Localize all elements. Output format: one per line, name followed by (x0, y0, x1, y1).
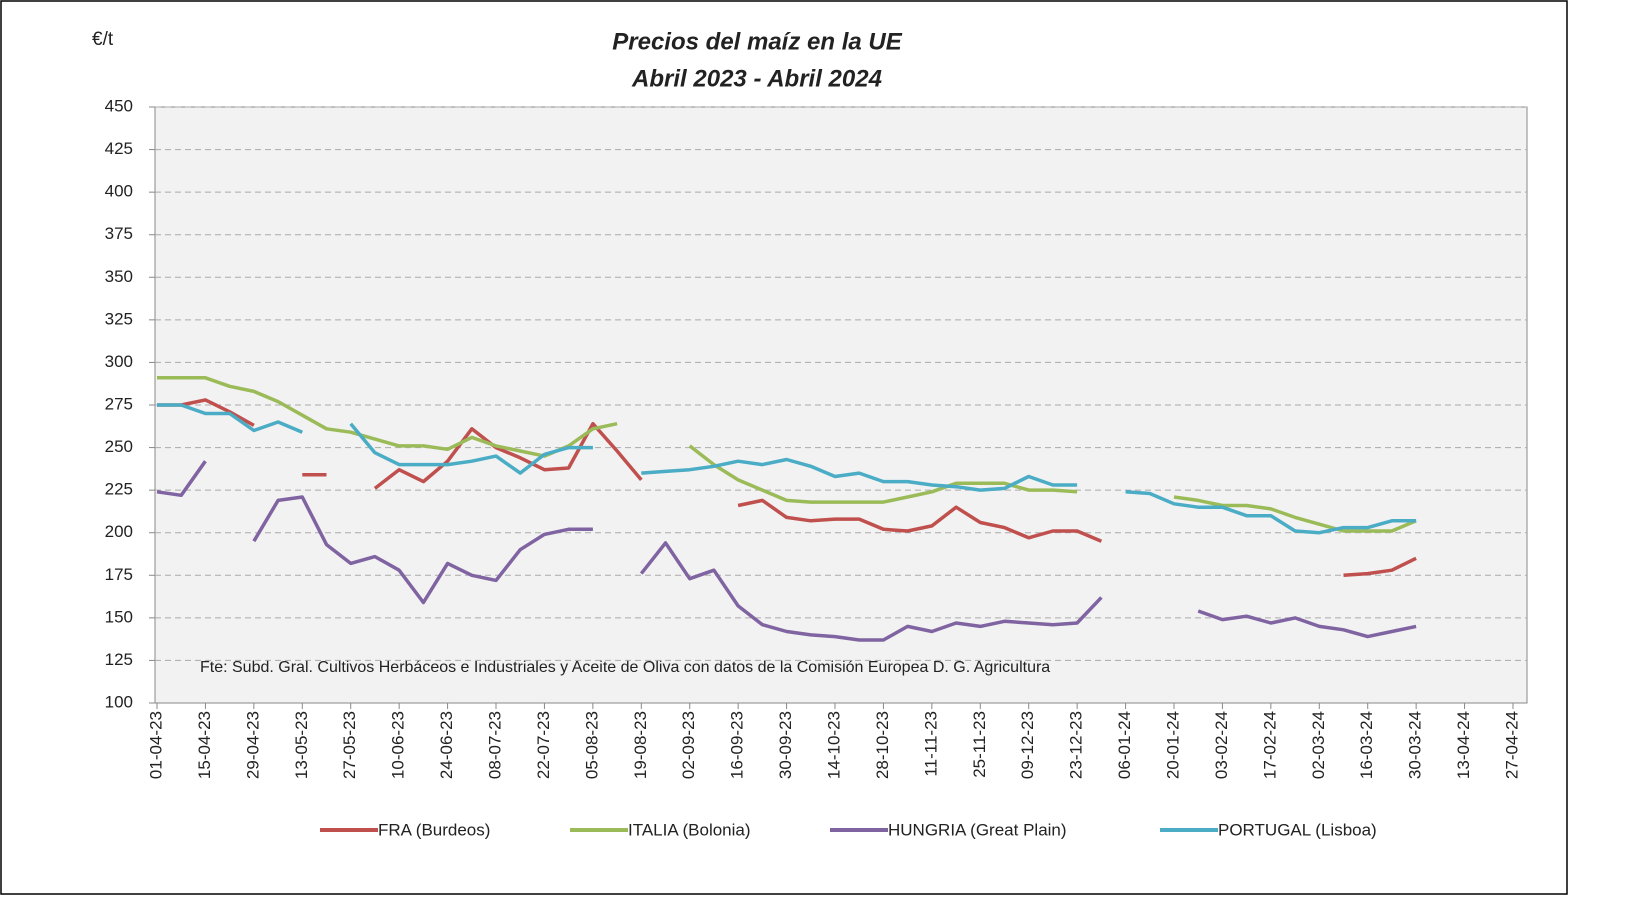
x-tick-label: 27-05-23 (340, 711, 359, 779)
x-tick-label: 28-10-23 (873, 711, 892, 779)
x-tick-label: 14-10-23 (824, 711, 843, 779)
y-tick-label: 450 (105, 96, 133, 115)
x-tick-label: 11-11-23 (921, 711, 940, 777)
x-tick-label: 30-03-24 (1406, 711, 1425, 779)
y-tick-label: 100 (105, 692, 133, 711)
series-line (156, 460, 1417, 642)
y-tick-label: 375 (105, 224, 133, 243)
x-tick-label: 05-08-23 (582, 711, 601, 779)
y-axis-label: €/t (92, 29, 114, 50)
x-tick-label: 19-08-23 (631, 711, 650, 779)
x-tick-label: 24-06-23 (437, 711, 456, 779)
x-tick-label: 15-04-23 (195, 711, 214, 779)
y-tick-label: 325 (105, 309, 133, 328)
x-tick-label: 17-02-24 (1260, 711, 1279, 779)
x-tick-label: 25-11-23 (970, 711, 989, 778)
series-line (157, 398, 1417, 578)
y-tick-label: 200 (105, 522, 133, 541)
legend-label: FRA (Burdeos) (378, 820, 490, 839)
y-tick-label: 225 (105, 480, 133, 499)
y-tick-label: 350 (105, 267, 133, 286)
x-tick-label: 22-07-23 (534, 711, 553, 779)
chart-subtitle: Abril 2023 - Abril 2024 (631, 65, 882, 92)
x-tick-label: 02-09-23 (679, 711, 698, 779)
x-tick-label: 23-12-23 (1067, 711, 1086, 779)
x-tick-label: 29-04-23 (243, 711, 262, 779)
x-tick-label: 08-07-23 (485, 711, 504, 779)
x-tick-label: 01-04-23 (146, 711, 165, 779)
y-tick-label: 300 (105, 352, 133, 371)
x-tick-label: 10-06-23 (389, 711, 408, 779)
annotation: Fte: Subd. Gral. Cultivos Herbáceos e In… (200, 659, 1050, 676)
y-tick-label: 425 (105, 139, 133, 158)
y-tick-label: 275 (105, 394, 133, 413)
x-tick-label: 06-01-24 (1115, 711, 1134, 779)
legend-label: ITALIA (Bolonia) (628, 820, 751, 839)
legend-label: HUNGRIA (Great Plain) (888, 820, 1067, 839)
x-tick-label: 16-09-23 (728, 711, 747, 779)
x-tick-label: 16-03-24 (1357, 711, 1376, 779)
chart-title: Precios del maíz en la UE (612, 28, 902, 55)
x-tick-label: 09-12-23 (1018, 711, 1037, 779)
y-tick-label: 175 (105, 565, 133, 584)
y-tick-label: 150 (105, 607, 133, 626)
series-line (157, 403, 1417, 535)
y-tick-label: 400 (105, 182, 133, 201)
x-tick-label: 13-04-24 (1454, 711, 1473, 779)
x-tick-label: 27-04-24 (1502, 711, 1521, 779)
x-tick-label: 03-02-24 (1212, 711, 1231, 779)
legend-label: PORTUGAL (Lisboa) (1218, 820, 1377, 839)
x-tick-label: 13-05-23 (292, 711, 311, 779)
x-tick-label: 20-01-24 (1163, 711, 1182, 779)
x-tick-label: 30-09-23 (776, 711, 795, 779)
y-tick-label: 250 (105, 437, 133, 456)
y-tick-label: 125 (105, 650, 133, 669)
x-tick-label: 02-03-24 (1309, 711, 1328, 779)
